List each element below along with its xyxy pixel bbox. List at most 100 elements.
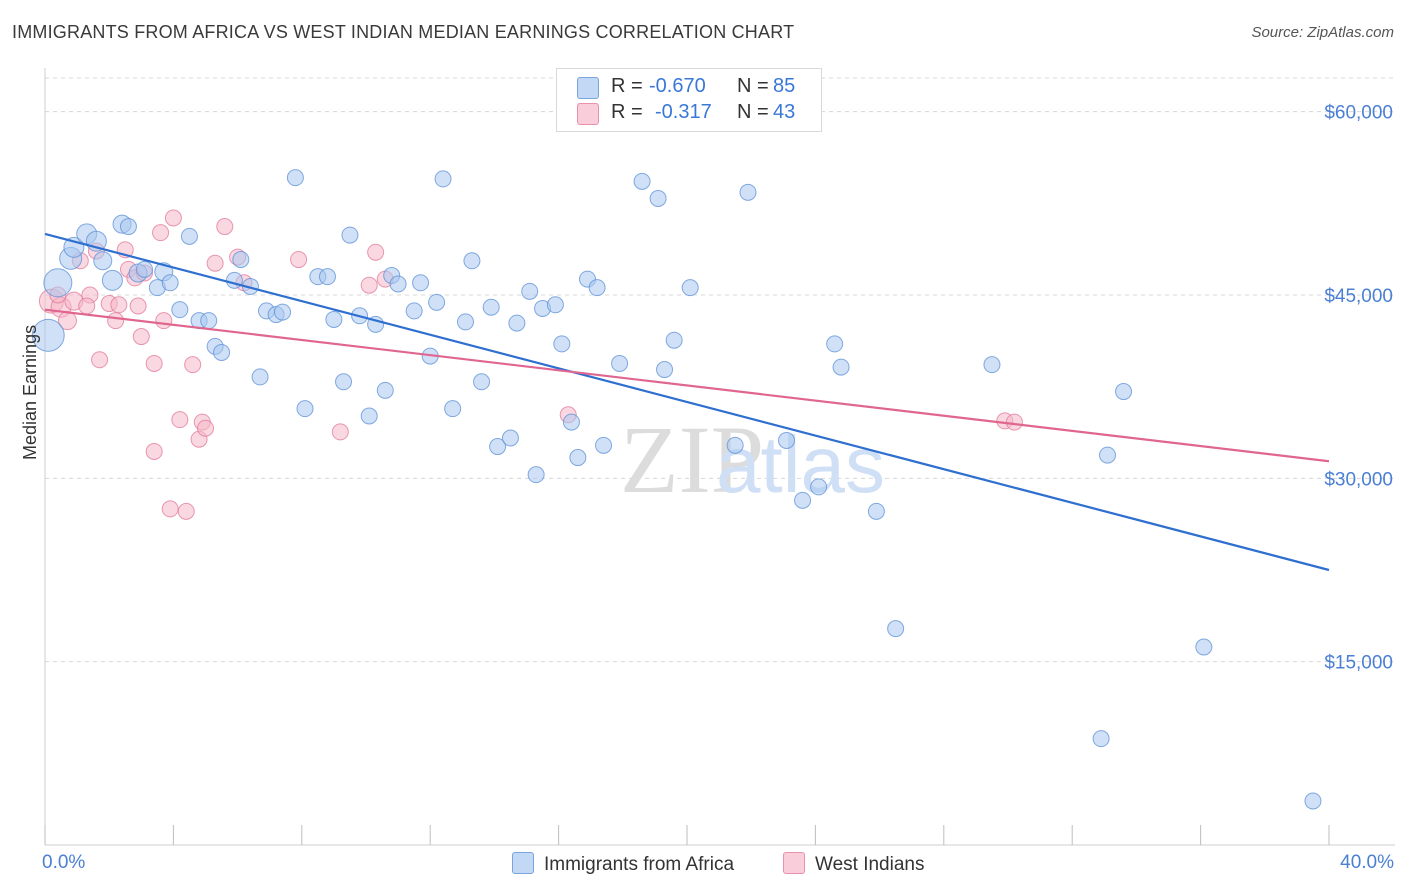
legend-n-label: N = bbox=[737, 101, 769, 123]
west-indians-point bbox=[78, 297, 96, 315]
legend-n-value: 43 bbox=[773, 101, 796, 123]
africa-point bbox=[546, 296, 564, 314]
africa-point bbox=[335, 373, 353, 391]
africa-point bbox=[553, 335, 571, 353]
west-indians-point bbox=[1005, 413, 1023, 431]
africa-point bbox=[595, 436, 613, 454]
africa-point bbox=[887, 620, 905, 638]
africa-point bbox=[232, 251, 250, 269]
west-indians-point bbox=[184, 356, 202, 374]
africa-point bbox=[341, 226, 359, 244]
africa-point bbox=[739, 183, 757, 201]
africa-points bbox=[31, 169, 1322, 810]
africa-point bbox=[983, 356, 1001, 374]
legend-r-value: -0.317 bbox=[655, 101, 712, 123]
watermark-zip: ZIP bbox=[620, 406, 764, 513]
africa-point bbox=[286, 169, 304, 187]
africa-point bbox=[1099, 446, 1117, 464]
africa-point bbox=[1304, 792, 1322, 810]
africa-point bbox=[794, 491, 812, 509]
africa-point bbox=[296, 400, 314, 418]
africa-point bbox=[136, 260, 154, 278]
africa-point bbox=[213, 343, 231, 361]
legend-swatch-pink bbox=[577, 103, 599, 125]
west-indians-point bbox=[155, 312, 173, 330]
africa-point bbox=[434, 170, 452, 188]
africa-point bbox=[867, 502, 885, 520]
west-indians-point bbox=[107, 312, 125, 330]
axes bbox=[44, 68, 1395, 846]
africa-point bbox=[101, 269, 123, 291]
west-indians-point bbox=[290, 251, 308, 269]
west-indians-point bbox=[152, 224, 170, 242]
africa-point bbox=[681, 279, 699, 297]
west-indians-point bbox=[171, 411, 189, 429]
africa-point bbox=[501, 429, 519, 447]
chart-title: IMMIGRANTS FROM AFRICA VS WEST INDIAN ME… bbox=[12, 22, 795, 42]
africa-point bbox=[473, 373, 491, 391]
africa-point bbox=[656, 361, 674, 379]
west-indians-point bbox=[161, 500, 179, 518]
africa-point bbox=[633, 172, 651, 190]
africa-point bbox=[778, 431, 796, 449]
africa-point bbox=[521, 282, 539, 300]
africa-point bbox=[1115, 383, 1133, 401]
africa-point bbox=[527, 466, 545, 484]
africa-point bbox=[562, 413, 580, 431]
africa-point bbox=[444, 400, 462, 418]
africa-point bbox=[588, 279, 606, 297]
y-tick-label: $45,000 bbox=[1324, 286, 1393, 307]
x-min-label: 0.0% bbox=[42, 852, 86, 873]
africa-point bbox=[93, 251, 113, 271]
legend-swatch-blue bbox=[512, 852, 534, 874]
africa-point bbox=[405, 302, 423, 320]
africa-point bbox=[1092, 730, 1110, 748]
west-indians-point bbox=[145, 354, 163, 372]
africa-point bbox=[489, 438, 507, 456]
legend-r-label: R = bbox=[611, 75, 643, 97]
west-indians-point bbox=[164, 209, 182, 227]
africa-point bbox=[611, 354, 629, 372]
x-max-label: 40.0% bbox=[1340, 852, 1394, 873]
africa-point bbox=[180, 227, 198, 245]
y-tick-label: $60,000 bbox=[1324, 103, 1393, 124]
west-indians-point bbox=[145, 442, 163, 460]
africa-point bbox=[649, 189, 667, 207]
grid-lines bbox=[45, 77, 1395, 663]
legend-n-label: N = bbox=[737, 75, 769, 97]
africa-point bbox=[119, 218, 137, 236]
africa-point bbox=[508, 314, 526, 332]
africa-point bbox=[251, 368, 269, 386]
source-credit: Source: ZipAtlas.com bbox=[1251, 24, 1394, 41]
y-tick-label: $30,000 bbox=[1324, 469, 1393, 490]
west-indians-point bbox=[129, 297, 147, 315]
y-axis-label: Median Earnings bbox=[20, 324, 40, 460]
y-tick-label: $15,000 bbox=[1324, 653, 1393, 674]
legend-n-value: 85 bbox=[773, 75, 796, 97]
legend-label-africa: Immigrants from Africa bbox=[544, 854, 735, 875]
africa-point bbox=[457, 313, 475, 331]
west-indians-point bbox=[331, 423, 349, 441]
africa-point bbox=[360, 407, 378, 425]
africa-point bbox=[569, 449, 587, 467]
africa-point bbox=[832, 358, 850, 376]
trend-lines bbox=[44, 232, 1330, 572]
legend-item-west-indians[interactable]: West Indians bbox=[783, 852, 924, 876]
legend-item-africa[interactable]: Immigrants from Africa bbox=[512, 852, 734, 876]
legend-swatch-blue bbox=[577, 77, 599, 99]
africa-point bbox=[318, 268, 336, 286]
africa-point bbox=[200, 312, 218, 330]
west-indians-point bbox=[197, 419, 214, 437]
west-indians-point bbox=[216, 218, 234, 236]
africa-point bbox=[482, 298, 500, 316]
west-indians-point bbox=[206, 254, 224, 272]
legend-r-label: R = bbox=[611, 101, 643, 123]
africa-point bbox=[389, 275, 407, 293]
africa-point bbox=[726, 436, 744, 454]
africa-point bbox=[274, 303, 292, 321]
legend-label-west-indians: West Indians bbox=[815, 854, 925, 875]
africa-trend-line bbox=[44, 232, 1330, 572]
west-indians-point bbox=[91, 351, 109, 369]
west-indians-point bbox=[360, 276, 378, 294]
africa-point bbox=[665, 331, 683, 349]
